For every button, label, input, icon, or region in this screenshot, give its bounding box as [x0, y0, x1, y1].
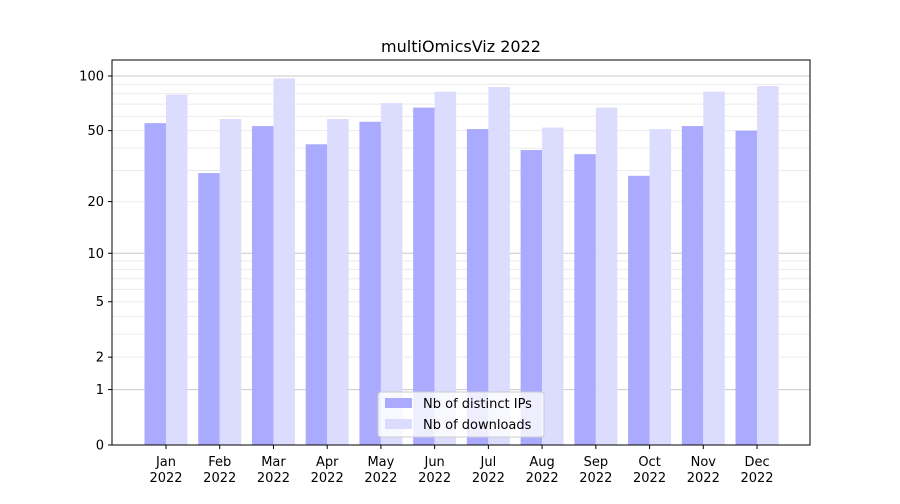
bars	[144, 78, 779, 446]
bar-downloads	[649, 129, 672, 445]
bar-ips	[359, 121, 381, 445]
bar-downloads	[380, 103, 403, 445]
bar-ips	[628, 175, 650, 445]
y-axis: 0 1 2 5 10 20 50 100	[79, 70, 112, 454]
bar-downloads	[434, 91, 457, 445]
y-tick-label: 50	[87, 124, 104, 139]
x-tick-label: Nov 2022	[687, 455, 720, 486]
bar-downloads	[703, 91, 725, 445]
bar-ips	[681, 126, 704, 445]
bar-ips	[305, 144, 328, 446]
bar-ips	[574, 154, 596, 445]
bar-downloads	[595, 107, 618, 446]
bar-ips	[466, 129, 489, 445]
bar-downloads	[273, 78, 295, 445]
x-tick-label: Sep 2022	[579, 455, 612, 486]
bar-downloads	[488, 87, 510, 445]
x-tick-label: Oct 2022	[633, 455, 666, 486]
y-tick-label: 0	[96, 439, 104, 454]
x-tick-label: Aug 2022	[526, 455, 559, 486]
chart-title: multiOmicsViz 2022	[381, 37, 541, 56]
bar-ips	[198, 173, 220, 445]
bar-ips	[251, 126, 274, 445]
y-tick-label: 10	[87, 247, 104, 262]
bar-ips	[144, 123, 166, 446]
bar-ips	[413, 107, 435, 446]
x-tick-label: Jan 2022	[149, 455, 182, 486]
bar-downloads	[166, 94, 188, 445]
bar-ips	[735, 130, 758, 445]
bar-ips	[520, 150, 543, 445]
legend-swatch-ips	[385, 398, 412, 408]
x-tick-label: Apr 2022	[311, 455, 344, 486]
x-tick-label: Dec 2022	[740, 455, 773, 486]
x-tick-label: Feb 2022	[203, 455, 236, 486]
x-tick-label: Jun 2022	[418, 455, 451, 486]
bar-downloads	[757, 86, 779, 445]
bar-downloads	[542, 127, 564, 445]
legend-box	[377, 391, 545, 438]
legend-label-downloads: Nb of downloads	[423, 418, 532, 433]
x-axis: Jan 2022 Feb 2022 Mar 2022 Apr 2022 May 2022 Jun 20…	[149, 445, 774, 486]
legend: Nb of distinct IPs Nb of downloads	[377, 391, 545, 438]
bar-downloads	[327, 118, 349, 445]
legend-swatch-downloads	[385, 419, 412, 429]
plot-frame	[111, 59, 811, 446]
y-tick-label: 1	[96, 383, 104, 398]
x-tick-label: Mar 2022	[257, 455, 290, 486]
x-tick-label: May 2022	[364, 455, 397, 486]
y-tick-label: 5	[96, 295, 104, 310]
x-tick-label: Jul 2022	[472, 455, 505, 486]
bar-downloads	[219, 118, 242, 445]
legend-label-ips: Nb of distinct IPs	[423, 397, 532, 412]
y-tick-label: 20	[87, 195, 104, 210]
y-tick-label: 2	[96, 351, 104, 366]
y-tick-label: 100	[79, 70, 104, 85]
